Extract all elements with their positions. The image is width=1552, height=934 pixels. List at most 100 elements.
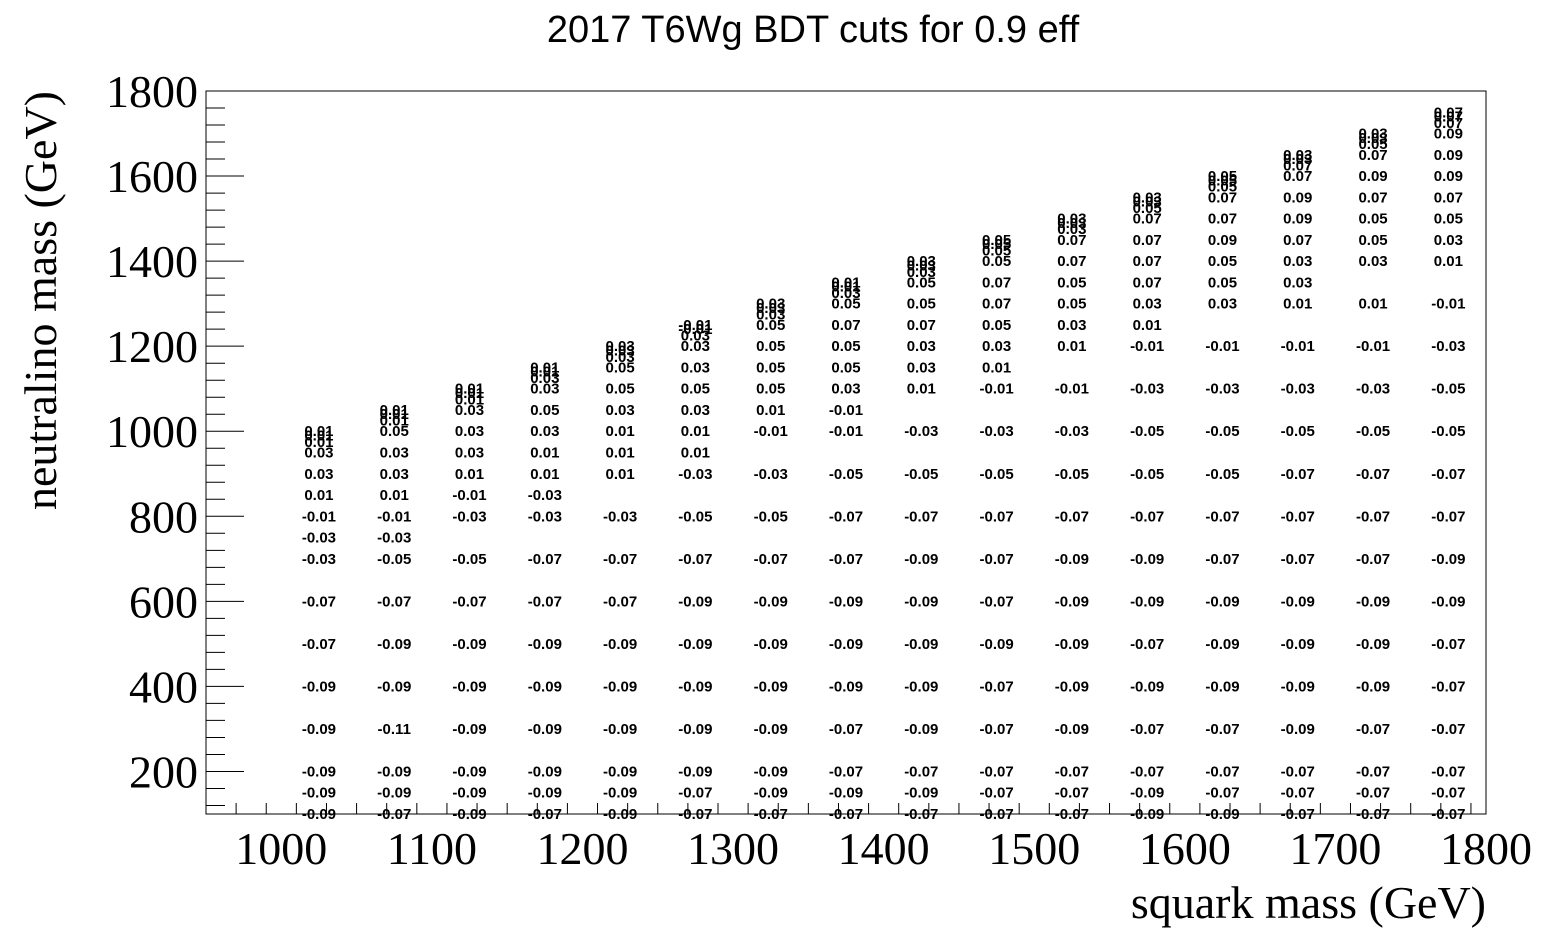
cell-value-label: 0.01	[606, 445, 635, 462]
cell-value-label: -0.07	[1281, 551, 1315, 568]
cell-value-label: 0.03	[1283, 147, 1312, 164]
cell-value-label: 0.05	[831, 359, 860, 376]
cell-value-label: -0.07	[452, 593, 486, 610]
cell-value-label: 0.05	[530, 402, 559, 419]
cell-value-label: -0.07	[1055, 763, 1089, 780]
cell-value-label: 0.03	[455, 445, 484, 462]
cell-value-label: -0.09	[678, 721, 712, 738]
cell-value-label: -0.07	[1431, 636, 1465, 653]
cell-value-label: -0.07	[1281, 763, 1315, 780]
cell-value-label: -0.09	[1205, 636, 1239, 653]
cell-value-label: 0.03	[1057, 215, 1086, 232]
cell-value-label: -0.09	[1356, 678, 1390, 695]
cell-value-label: -0.05	[1205, 423, 1239, 440]
cell-value-label: -0.07	[1130, 763, 1164, 780]
cell-value-label: -0.07	[1356, 763, 1390, 780]
cell-value-label: 0.03	[681, 338, 710, 355]
y-axis-title: neutralino mass (GeV)	[15, 91, 66, 510]
cell-value-label: 0.05	[1133, 200, 1162, 217]
cell-value-label: -0.07	[1281, 466, 1315, 483]
cell-value-label: 0.07	[1283, 168, 1312, 185]
cell-value-label: 0.01	[1133, 317, 1162, 334]
cell-value-label: -0.01	[1205, 338, 1239, 355]
cell-value-label: -0.09	[678, 593, 712, 610]
cell-value-label: -0.07	[979, 721, 1013, 738]
cell-value-label: -0.07	[1055, 785, 1089, 802]
cell-value-label: 0.03	[455, 402, 484, 419]
cell-value-label: -0.09	[302, 678, 336, 695]
cell-value-label: -0.03	[1356, 381, 1390, 398]
cell-value-label: -0.09	[302, 806, 336, 823]
cell-value-label: -0.09	[528, 721, 562, 738]
cell-value-label: 0.03	[1283, 151, 1312, 168]
cell-value-label: -0.07	[1431, 785, 1465, 802]
cell-value-label: -0.09	[603, 785, 637, 802]
cell-value-label: -0.07	[1356, 721, 1390, 738]
cell-value-label: 0.03	[681, 402, 710, 419]
cell-value-label: 0.03	[530, 381, 559, 398]
cell-value-label: 0.03	[606, 342, 635, 359]
cell-value-label: -0.09	[1130, 678, 1164, 695]
cell-value-label: -0.09	[754, 785, 788, 802]
cell-value-label: 0.07	[1208, 189, 1237, 206]
x-tick-label: 1800	[1440, 823, 1532, 874]
cell-value-label: 0.05	[681, 381, 710, 398]
cell-value-label: 0.07	[982, 274, 1011, 291]
cell-value-label: -0.03	[1130, 381, 1164, 398]
cell-value-label: 0.05	[982, 253, 1011, 270]
cell-value-label: 0.05	[1208, 179, 1237, 196]
cell-value-label: 0.03	[1057, 221, 1086, 238]
cell-value-label: -0.05	[1130, 423, 1164, 440]
cell-value-label: -0.07	[1431, 721, 1465, 738]
y-tick-label: 400	[129, 661, 198, 712]
cell-value-label: 0.05	[982, 317, 1011, 334]
cell-value-label: 0.03	[530, 423, 559, 440]
cell-value-label: 0.03	[304, 466, 333, 483]
cell-value-label: 0.03	[380, 445, 409, 462]
cell-value-label: 0.05	[606, 359, 635, 376]
cell-value-label: -0.07	[603, 593, 637, 610]
cell-value-label: -0.09	[829, 636, 863, 653]
cell-value-label: -0.07	[829, 508, 863, 525]
cell-value-label: 0.01	[1283, 296, 1312, 313]
y-tick-label: 1600	[106, 151, 198, 202]
cell-value-label: -0.09	[904, 721, 938, 738]
cell-value-label: -0.09	[302, 721, 336, 738]
cell-value-label: -0.09	[1205, 806, 1239, 823]
x-tick-label: 1300	[687, 823, 779, 874]
cell-value-label: 0.01	[606, 423, 635, 440]
cell-value-label: -0.09	[1130, 551, 1164, 568]
cell-value-label: 0.01	[681, 423, 710, 440]
cell-value-label: 0.07	[1434, 189, 1463, 206]
cell-value-label: 0.07	[1434, 115, 1463, 132]
cell-value-label: 0.09	[1434, 147, 1463, 164]
cell-value-label: 0.03	[831, 381, 860, 398]
cell-value-label: -0.09	[754, 678, 788, 695]
cell-value-label: 0.03	[1057, 317, 1086, 334]
cell-value-label: 0.03	[1283, 274, 1312, 291]
cell-value-label: -0.07	[377, 806, 411, 823]
cell-value-label: -0.03	[1205, 381, 1239, 398]
cell-value-label: -0.09	[603, 721, 637, 738]
cell-value-label: 0.07	[1133, 211, 1162, 228]
cell-value-label: -0.09	[1130, 785, 1164, 802]
cell-value-label: -0.09	[377, 636, 411, 653]
cell-value-label: -0.09	[1205, 678, 1239, 695]
cell-value-label: 0.03	[907, 338, 936, 355]
cell-value-label: -0.07	[377, 593, 411, 610]
cell-value-label: -0.09	[302, 763, 336, 780]
y-tick-label: 800	[129, 491, 198, 542]
cell-value-label: -0.07	[678, 785, 712, 802]
cell-value-label: -0.07	[1356, 785, 1390, 802]
cell-value-label: 0.07	[831, 317, 860, 334]
y-tick-label: 1400	[106, 236, 198, 287]
cell-value-label: -0.01	[1130, 338, 1164, 355]
cell-value-label: 0.01	[455, 466, 484, 483]
cell-value-label: -0.07	[1356, 806, 1390, 823]
cell-value-label: -0.07	[904, 508, 938, 525]
cell-value-label: 0.01	[304, 427, 333, 444]
cell-value-label: -0.09	[1055, 551, 1089, 568]
cell-value-label: 0.03	[1358, 130, 1387, 147]
cell-value-label: -0.09	[904, 636, 938, 653]
